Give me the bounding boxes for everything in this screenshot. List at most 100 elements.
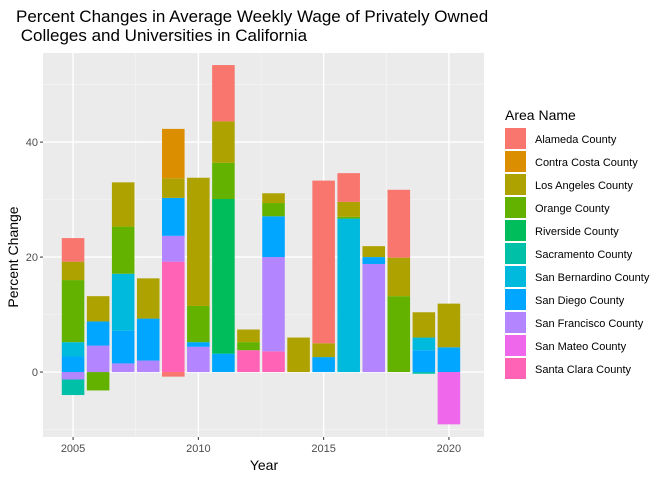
bar-segment-2012-santa-clara-county <box>237 350 260 373</box>
bar-segment-2005-san-bernardino-county <box>61 342 85 357</box>
bar-segment-2019-san-bernardino-county <box>412 337 436 351</box>
bar-segment-2007-san-francisco-county <box>111 363 135 373</box>
chart-title-line-1: Percent Changes in Average Weekly Wage o… <box>16 7 488 26</box>
bar-segment-2008-san-diego-county <box>136 318 160 361</box>
bar-segment-2008-los-angeles-county <box>136 278 160 319</box>
bar-segment-2006-orange-county <box>86 372 110 391</box>
y-axis-ticks: 0 20 40 <box>26 137 43 379</box>
x-tick-label: 2010 <box>186 443 210 455</box>
bar-segment-2011-riverside-county <box>212 199 235 354</box>
legend: Area Name Alameda County Contra Costa Cou… <box>505 107 650 379</box>
bar-segment-2009-alameda-county <box>162 372 185 377</box>
bar-segment-2017-san-francisco-county <box>362 263 386 373</box>
bar-segment-2005-orange-county <box>61 280 85 343</box>
legend-label-san-bernardino-county: San Bernardino County <box>535 272 650 284</box>
bar-segment-2010-san-francisco-county <box>187 346 210 373</box>
bars <box>61 65 461 425</box>
bar-segment-2015-alameda-county <box>312 180 335 344</box>
bar-segment-2009-los-angeles-county <box>162 178 185 198</box>
legend-swatch-santa-clara-county <box>505 358 526 379</box>
bar-segment-2016-los-angeles-county <box>337 201 360 217</box>
bar-segment-2012-orange-county <box>237 342 260 351</box>
bar-segment-2014-los-angeles-county <box>287 337 310 373</box>
bar-segment-2006-san-diego-county <box>86 321 110 346</box>
legend-swatch-san-diego-county <box>505 289 526 310</box>
bar-segment-2010-los-angeles-county <box>187 177 210 306</box>
x-axis-ticks: 2005 2010 2015 2020 <box>61 437 461 455</box>
bar-segment-2020-san-mateo-county <box>437 372 461 425</box>
bar-segment-2013-los-angeles-county <box>262 193 285 204</box>
bar-segment-2011-san-diego-county <box>212 353 235 373</box>
bar-segment-2018-los-angeles-county <box>387 257 411 297</box>
bar-segment-2010-orange-county <box>187 305 210 343</box>
y-tick-label: 40 <box>26 137 38 149</box>
legend-swatch-orange-county <box>505 197 526 218</box>
bar-segment-2013-san-diego-county <box>262 216 285 258</box>
legend-label-riverside-county: Riverside County <box>535 226 619 238</box>
bar-segment-2011-los-angeles-county <box>212 121 235 163</box>
bar-segment-2019-sacramento-county <box>412 372 436 374</box>
bar-segment-2018-alameda-county <box>387 189 411 258</box>
legend-swatch-los-angeles-county <box>505 174 526 195</box>
bar-segment-2009-santa-clara-county <box>162 261 185 373</box>
x-axis-title: Year <box>250 457 279 473</box>
chart-title-line-2: Colleges and Universities in California <box>16 26 308 45</box>
x-tick-label: 2015 <box>311 443 335 455</box>
y-tick-label: 0 <box>32 367 38 379</box>
bar-segment-2020-san-diego-county <box>437 347 461 373</box>
bar-segment-2006-san-francisco-county <box>86 345 110 373</box>
bar-segment-2013-san-francisco-county <box>262 257 285 352</box>
legend-label-los-angeles-county: Los Angeles County <box>535 180 633 192</box>
legend-label-san-francisco-county: San Francisco County <box>535 318 644 330</box>
legend-swatch-san-francisco-county <box>505 312 526 333</box>
bar-segment-2016-orange-county <box>337 216 360 219</box>
legend-label-sacramento-county: Sacramento County <box>535 249 633 261</box>
bar-segment-2015-san-diego-county <box>312 357 335 373</box>
x-tick-label: 2005 <box>61 443 85 455</box>
bar-segment-2009-san-francisco-county <box>162 235 185 262</box>
bar-segment-2013-santa-clara-county <box>262 351 285 373</box>
bar-segment-2007-san-diego-county <box>111 330 135 364</box>
bar-segment-2008-san-francisco-county <box>136 360 160 373</box>
bar-segment-2005-los-angeles-county <box>61 261 85 281</box>
legend-swatch-sacramento-county <box>505 243 526 264</box>
y-axis-title: Percent Change <box>5 206 21 307</box>
bar-segment-2009-san-diego-county <box>162 197 185 236</box>
bar-segment-2017-san-diego-county <box>362 257 386 264</box>
bar-segment-2018-orange-county <box>387 296 411 373</box>
bar-segment-2009-contra-costa-county <box>162 128 185 179</box>
legend-label-alameda-county: Alameda County <box>535 134 617 146</box>
bar-segment-2016-san-bernardino-county <box>337 218 360 373</box>
bar-segment-2012-los-angeles-county <box>237 329 260 343</box>
legend-label-santa-clara-county: Santa Clara County <box>535 364 631 376</box>
bar-segment-2015-los-angeles-county <box>312 343 335 358</box>
legend-swatch-alameda-county <box>505 128 526 149</box>
x-tick-label: 2020 <box>437 443 461 455</box>
bar-segment-2005-san-francisco-county <box>61 372 85 380</box>
legend-title: Area Name <box>505 107 576 123</box>
legend-label-contra-costa-county: Contra Costa County <box>535 157 638 169</box>
bar-segment-2011-orange-county <box>212 162 235 200</box>
legend-swatch-san-bernardino-county <box>505 266 526 287</box>
bar-segment-2006-los-angeles-county <box>86 296 110 322</box>
legend-swatch-riverside-county <box>505 220 526 241</box>
legend-label-orange-county: Orange County <box>535 203 610 215</box>
legend-label-san-mateo-county: San Mateo County <box>535 341 627 353</box>
legend-swatch-san-mateo-county <box>505 335 526 356</box>
bar-segment-2005-alameda-county <box>61 238 85 262</box>
legend-label-san-diego-county: San Diego County <box>535 295 625 307</box>
bar-segment-2007-los-angeles-county <box>111 182 135 227</box>
bar-segment-2013-orange-county <box>262 203 285 217</box>
bar-segment-2007-orange-county <box>111 226 135 274</box>
bar-segment-2010-san-diego-county <box>187 342 210 347</box>
bar-segment-2020-los-angeles-county <box>437 303 461 348</box>
bar-segment-2011-alameda-county <box>212 65 235 122</box>
bar-segment-2005-san-diego-county <box>61 356 85 373</box>
y-tick-label: 20 <box>26 252 38 264</box>
bar-segment-2017-los-angeles-county <box>362 246 386 258</box>
bar-segment-2016-alameda-county <box>337 173 360 202</box>
bar-segment-2019-san-diego-county <box>412 350 436 373</box>
bar-segment-2019-los-angeles-county <box>412 312 436 338</box>
bar-segment-2007-san-bernardino-county <box>111 273 135 331</box>
